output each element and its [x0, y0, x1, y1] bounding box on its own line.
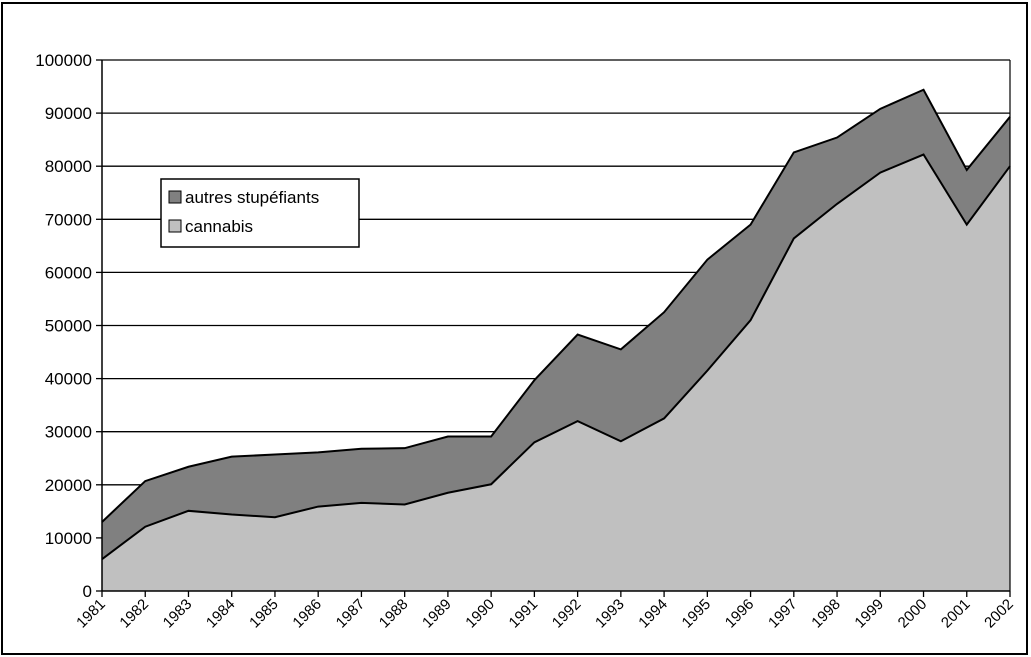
y-tick-label: 50000 [45, 317, 92, 336]
y-tick-label: 0 [83, 582, 92, 601]
y-tick-label: 90000 [45, 104, 92, 123]
y-tick-label: 80000 [45, 157, 92, 176]
x-tick-label: 2002 [981, 596, 1017, 632]
legend-box [160, 178, 360, 248]
area-series-cannabis [102, 154, 1010, 591]
stacked-areas [101, 88, 1011, 591]
y-tick-label: 40000 [45, 370, 92, 389]
x-tick-label: 1991 [506, 596, 542, 632]
legend-label: autres stupéfiants [185, 188, 319, 207]
x-tick-label: 1987 [333, 596, 369, 632]
y-tick-label: 60000 [45, 263, 92, 282]
x-tick-label: 1981 [73, 596, 109, 632]
y-tick-label: 20000 [45, 476, 92, 495]
y-tick-label: 30000 [45, 423, 92, 442]
x-tick-label: 1986 [289, 596, 325, 632]
line-series-cannabis [101, 153, 1011, 560]
x-tick-label: 1994 [635, 596, 671, 632]
y-tick-label: 10000 [45, 529, 92, 548]
x-tick-label: 1997 [765, 596, 801, 632]
line-series-total [101, 88, 1011, 523]
legend-label: cannabis [185, 217, 253, 236]
area-chart: 0 10000 20000 30000 40000 50000 60000 70000 8000… [35, 51, 1017, 631]
legend-swatch [168, 190, 182, 204]
x-tick-label: 1985 [246, 596, 282, 632]
x-tick-label: 1990 [462, 596, 498, 632]
x-axis-ticks: 1981 1982 1983 1984 1985 1986 1987 1988 1989 1990… [73, 591, 1017, 631]
x-tick-label: 1995 [679, 596, 715, 632]
x-tick-label: 1988 [376, 596, 412, 632]
x-tick-label: 1989 [419, 596, 455, 632]
x-tick-label: 1998 [808, 596, 844, 632]
y-tick-label: 100000 [35, 51, 92, 70]
x-tick-label: 1993 [592, 596, 628, 632]
x-tick-label: 1992 [549, 596, 585, 632]
legend: autres stupéfiants cannabis [160, 178, 360, 248]
x-tick-label: 1984 [203, 596, 239, 632]
y-tick-label: 70000 [45, 210, 92, 229]
x-tick-label: 1983 [160, 596, 196, 632]
x-tick-label: 1996 [722, 596, 758, 632]
area-series-autres-stupefiants [102, 89, 1010, 560]
x-tick-label: 2001 [938, 596, 974, 632]
y-axis-ticks: 0 10000 20000 30000 40000 50000 60000 70000 8000… [35, 51, 102, 601]
x-tick-label: 2000 [895, 596, 931, 632]
x-tick-label: 1999 [851, 596, 887, 632]
x-tick-label: 1982 [116, 596, 152, 632]
legend-swatch [168, 219, 182, 233]
